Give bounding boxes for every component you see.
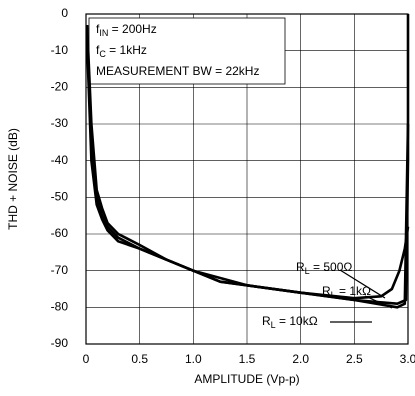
condition: fIN = 200Hz xyxy=(96,22,157,38)
condition-rest: = 200Hz xyxy=(108,22,156,36)
series-label-rest: = 10kΩ xyxy=(276,314,318,328)
x-axis-label: AMPLITUDE (Vp-p) xyxy=(194,372,299,386)
y-tick-label: -50 xyxy=(51,190,69,204)
series-line xyxy=(85,43,410,309)
y-tick-label: -90 xyxy=(51,336,69,350)
y-axis-label: THD + NOISE (dB) xyxy=(6,128,20,230)
series-label-rest: = 1kΩ xyxy=(336,284,371,298)
condition-sub: IN xyxy=(99,28,108,38)
y-tick-label: -20 xyxy=(51,80,69,94)
condition: MEASUREMENT BW = 22kHz xyxy=(96,64,259,78)
series-label-sub: L xyxy=(271,320,276,330)
conditions-box xyxy=(88,17,286,85)
x-tick-label: 3.0 xyxy=(400,352,415,366)
x-tick-label: 2.0 xyxy=(292,352,309,366)
arrow xyxy=(339,269,386,299)
series-label-sub: L xyxy=(305,266,310,276)
series-line xyxy=(85,32,410,300)
series-label-main: R xyxy=(262,314,271,328)
series-label: RL = 10kΩ xyxy=(262,314,318,330)
x-tick-label: 1.5 xyxy=(239,352,256,366)
condition-main: f xyxy=(96,43,100,57)
series-label: RL = 1kΩ xyxy=(322,284,371,300)
series-label-main: R xyxy=(296,260,305,274)
x-tick-label: 1.0 xyxy=(185,352,202,366)
curves xyxy=(85,14,410,309)
series-label-sub: L xyxy=(331,290,336,300)
y-tick-label: 0 xyxy=(61,6,68,20)
condition-sub: C xyxy=(99,49,106,59)
y-tick-label: -40 xyxy=(51,153,69,167)
y-tick-label: -30 xyxy=(51,116,69,130)
x-tick-label: 0.5 xyxy=(131,352,148,366)
series-label-rest: = 500Ω xyxy=(310,260,353,274)
series-label: RL = 500Ω xyxy=(296,260,352,276)
condition-rest: = 1kHz xyxy=(106,43,147,57)
condition-main: f xyxy=(96,22,100,36)
condition-main: MEASUREMENT BW = 22kHz xyxy=(96,64,259,78)
x-tick-label: 0 xyxy=(83,352,90,366)
y-tick-label: -60 xyxy=(51,226,69,240)
arrow xyxy=(364,295,393,309)
y-tick-label: -80 xyxy=(51,300,69,314)
y-tick-label: -70 xyxy=(51,263,69,277)
condition: fC = 1kHz xyxy=(96,43,147,59)
x-tick-label: 2.5 xyxy=(346,352,363,366)
series-label-main: R xyxy=(322,284,331,298)
y-tick-label: -10 xyxy=(51,43,69,57)
